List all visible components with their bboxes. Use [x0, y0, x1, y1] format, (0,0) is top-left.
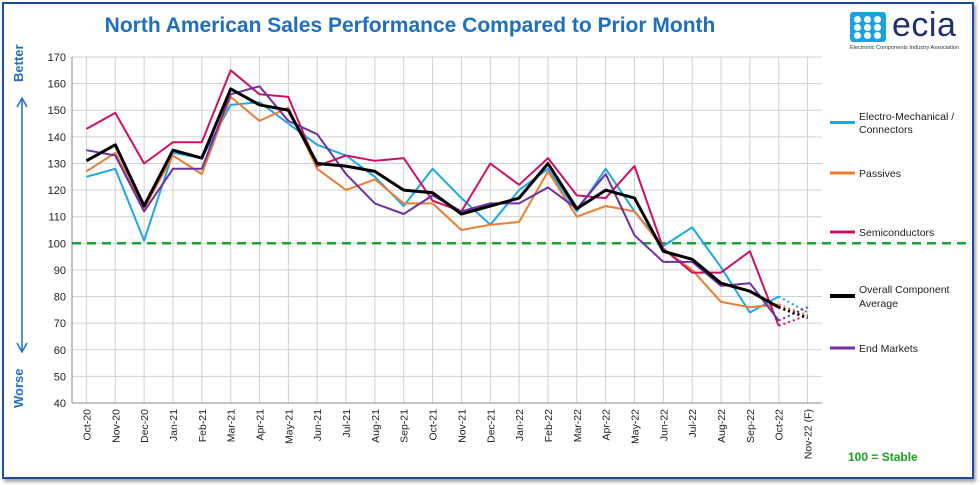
ecia-logo-tagline: Electronic Components Industry Associati…: [850, 45, 960, 51]
legend-label: Overall Component: [859, 284, 950, 296]
y-tick-label: 100: [48, 238, 66, 250]
x-tick-label: Jun-21: [312, 409, 324, 441]
series-line: [85, 87, 780, 309]
chart-frame: [2, 2, 974, 479]
y-tick-label: 80: [54, 292, 66, 304]
x-axis-ticks: Oct-20 Nov-20 Dec-20 Jan-21 Feb-21 Mar-21 Apr-…: [81, 409, 814, 459]
series-lines: [85, 69, 809, 327]
y-tick-label: 50: [54, 371, 66, 383]
y-tick-label: 160: [48, 79, 66, 91]
y-tick-label: 110: [48, 212, 66, 224]
legend-label: Passives: [859, 168, 901, 180]
better-worse-arrow-icon: [16, 96, 28, 354]
y-tick-label: 90: [54, 265, 66, 277]
y-tick-label: 150: [48, 105, 66, 117]
x-tick-label: Mar-22: [572, 409, 584, 442]
legend-label: Connectors: [859, 124, 913, 136]
y-tick-label: 70: [54, 318, 66, 330]
y-tick-label: 170: [48, 52, 66, 64]
series-forecast-line: [778, 303, 808, 317]
legend-label: End Markets: [859, 343, 918, 355]
x-tick-label: Feb-22: [543, 409, 555, 442]
x-tick-label: Mar-21: [226, 409, 238, 442]
x-tick-label: May-21: [283, 409, 295, 444]
legend: Electro-Mechanical /Connectors Passives Se…: [830, 111, 954, 355]
x-tick-label: Jul-21: [341, 409, 353, 438]
x-tick-label: Oct-21: [428, 409, 440, 441]
ecia-logo-word: ecia: [892, 6, 957, 44]
x-tick-label: Apr-22: [601, 409, 613, 441]
x-tick-label: Jun-22: [658, 409, 670, 441]
ecia-logo-mark-icon: [850, 12, 886, 42]
x-tick-label: Dec-20: [139, 409, 151, 443]
y-tick-label: 130: [48, 158, 66, 170]
series-forecast-line: [778, 305, 809, 320]
x-tick-label: Jan-22: [514, 409, 526, 441]
x-tick-label: Nov-22 (F): [803, 409, 815, 459]
x-tick-label: Aug-21: [370, 409, 382, 443]
series-forecast-line: [778, 295, 809, 314]
chart-title: North American Sales Performance Compare…: [104, 14, 716, 37]
x-tick-label: Oct-20: [81, 409, 93, 441]
y-tick-label: 40: [54, 398, 66, 410]
x-tick-label: May-22: [630, 409, 642, 444]
x-tick-label: Dec-21: [485, 409, 497, 443]
x-tick-label: Jan-21: [168, 409, 180, 441]
y-tick-label: 120: [48, 185, 66, 197]
legend-label: Semiconductors: [859, 227, 934, 239]
x-tick-label: Apr-21: [255, 409, 267, 441]
y-axis-ticks: 40 50 60 70 80 90 100 110 120 130 140 150 160 170: [48, 52, 66, 410]
y-tick-label: 60: [54, 345, 66, 357]
x-tick-label: Jul-22: [687, 409, 699, 438]
x-tick-label: Nov-20: [110, 409, 122, 443]
y-tick-label: 140: [48, 132, 66, 144]
x-tick-label: Oct-22: [774, 409, 786, 441]
legend-label: Average: [859, 298, 898, 310]
ecia-logo: ecia Electronic Components Industry Asso…: [850, 6, 970, 56]
x-tick-label: Sep-22: [745, 409, 757, 443]
x-tick-label: Sep-21: [399, 409, 411, 443]
stable-footnote: 100 = Stable: [848, 450, 918, 464]
legend-label: Electro-Mechanical /: [859, 111, 954, 123]
grid-lines: [71, 56, 822, 404]
x-tick-label: Feb-21: [197, 409, 209, 442]
x-tick-label: Nov-21: [456, 409, 468, 443]
series-line: [86, 85, 780, 322]
x-tick-label: Aug-22: [716, 409, 728, 443]
